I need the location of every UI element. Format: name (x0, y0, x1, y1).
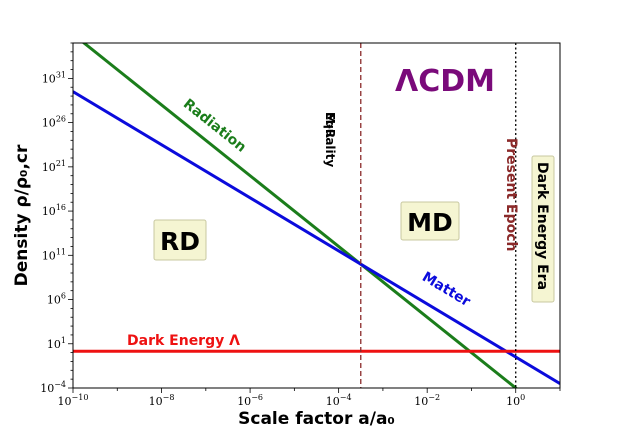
series-label-dark-energy: Dark Energy Λ (127, 333, 240, 349)
y-tick-label: 1031 (42, 70, 66, 85)
x-tick-label: 10−4 (326, 393, 352, 408)
y-tick-label: 10−4 (40, 380, 66, 395)
y-axis-title: Density ρ/ρ₀,cr (12, 144, 32, 286)
chart-title: ΛCDM (395, 64, 495, 99)
x-axis-title: Scale factor a/a₀ (238, 409, 395, 429)
x-tick-label: 10−8 (149, 393, 175, 408)
rd-box-bg (153, 219, 207, 261)
y-tick-label: 1021 (42, 159, 66, 174)
x-tick-label: 100 (506, 393, 525, 408)
dark-energy-era-label: Dark Energy Era (534, 162, 550, 290)
plot-frame (72, 42, 561, 389)
dark-energy-era-box: Dark Energy Era (531, 155, 555, 303)
x-tick-label: 10−10 (58, 393, 89, 408)
y-tick-label: 106 (47, 292, 66, 307)
y-tick-label: 1011 (42, 247, 66, 262)
plot-area: 10−10 10−8 10−6 10−4 10−2 100 10−4 101 106 1011 10… (12, 42, 561, 429)
y-tick-label: 1026 (42, 115, 66, 130)
x-tick-label: 10−2 (414, 393, 440, 408)
md-box-bg (400, 201, 460, 241)
y-tick-label: 1016 (42, 203, 66, 218)
dark-energy-era-box-bg (531, 155, 555, 303)
md-box: MD (400, 201, 460, 241)
mr-equality-line: Equality (323, 112, 337, 167)
md-label: MD (407, 208, 453, 237)
y-tick-label: 101 (47, 336, 66, 351)
plot-clipped-group (73, 43, 560, 388)
mr-equality-line: M-R (323, 112, 337, 138)
rd-label: RD (160, 227, 200, 256)
rd-box: RD (153, 219, 207, 261)
present-epoch-label: Present Epoch (503, 138, 519, 252)
series-line-matter (73, 90, 560, 385)
x-tick-label: 10−6 (237, 393, 263, 408)
series-line-radiation (81, 43, 519, 388)
